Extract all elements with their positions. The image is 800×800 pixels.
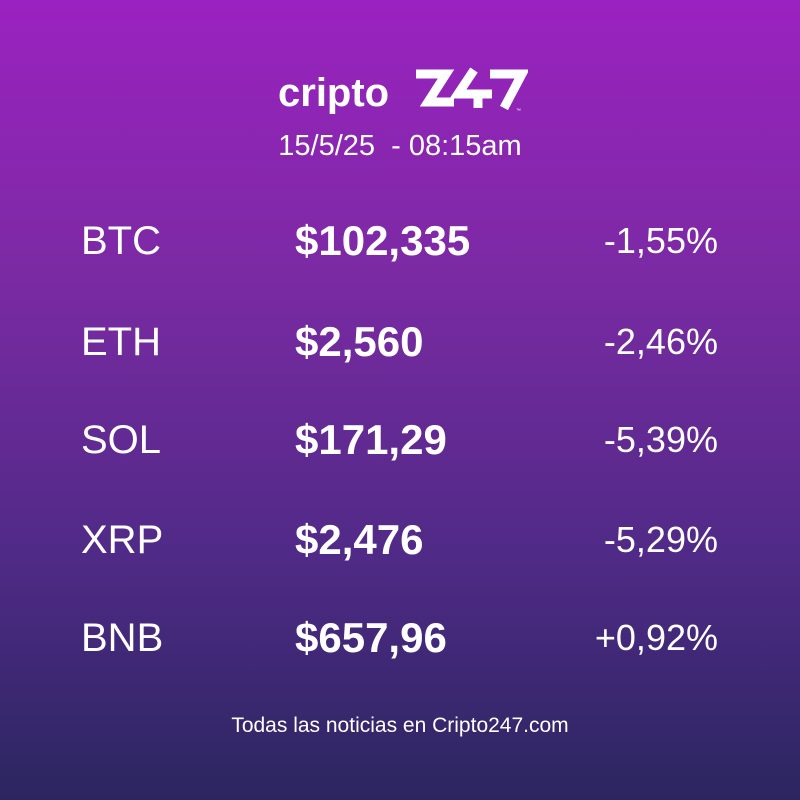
coin-price: $2,560: [295, 318, 424, 365]
logo-247-mark: [416, 67, 528, 111]
coin-price: $171,29: [295, 416, 447, 463]
coin-change: -5,29%: [603, 519, 718, 560]
trademark-mark: ™: [516, 108, 521, 114]
cripto247-logo-mark: cripto ™: [278, 67, 528, 114]
coin-price: $102,335: [295, 217, 471, 264]
coin-change: -2,46%: [603, 321, 718, 362]
coin-symbol: BNB: [81, 616, 164, 660]
coin-price: $657,96: [295, 614, 447, 661]
coin-symbol: XRP: [81, 518, 164, 562]
coin-change: -5,39%: [603, 419, 718, 460]
coin-symbol: BTC: [81, 219, 161, 263]
footer-link-text: Todas las noticias en Cripto247.com: [231, 714, 569, 737]
logo-wordmark: cripto: [278, 71, 389, 114]
table-row: SOL $171,29 -5,39%: [0, 410, 800, 470]
coin-price: $2,476: [295, 516, 424, 563]
coin-symbol: SOL: [81, 418, 162, 462]
report-datetime: 15/5/25 - 08:15am: [278, 130, 522, 162]
table-row: BTC $102,335 -1,55%: [0, 211, 800, 271]
table-row: BNB $657,96 +0,92%: [0, 608, 800, 668]
coin-change: +0,92%: [594, 617, 718, 658]
table-row: ETH $2,560 -2,46%: [0, 312, 800, 372]
coin-change: -1,55%: [603, 220, 718, 261]
table-row: XRP $2,476 -5,29%: [0, 510, 800, 570]
cripto247-logo: cripto ™: [278, 64, 528, 114]
coin-symbol: ETH: [81, 320, 161, 364]
